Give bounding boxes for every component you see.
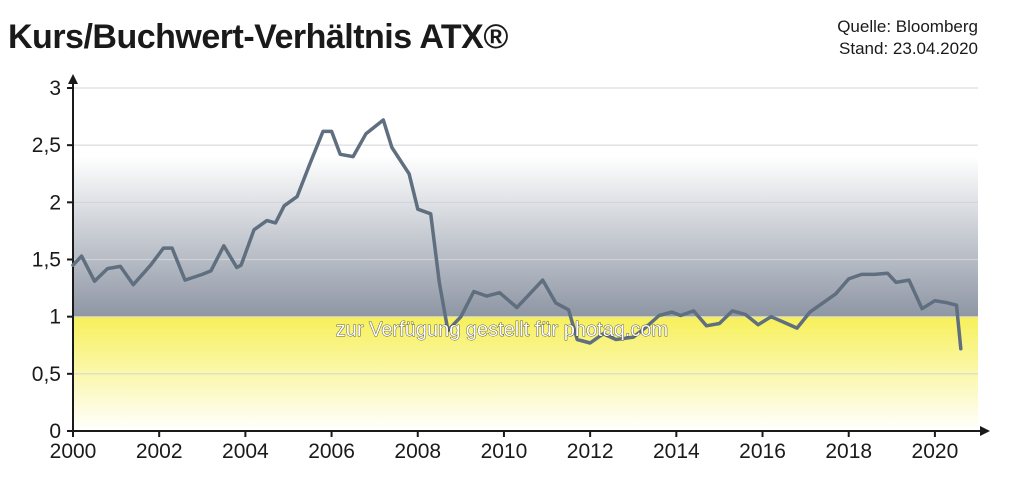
- x-axis-arrow: [980, 426, 990, 436]
- watermark-text: zur Verfügung gestellt für photaq.com: [336, 319, 668, 341]
- x-tick-label: 2014: [653, 440, 700, 463]
- x-tick-label: 2006: [308, 440, 355, 463]
- x-tick-label: 2000: [50, 440, 97, 463]
- x-tick-label: 2004: [222, 440, 269, 463]
- source-info: Quelle: Bloomberg Stand: 23.04.2020: [837, 16, 978, 60]
- x-tick-label: 2020: [912, 440, 959, 463]
- y-axis-arrow: [68, 74, 78, 84]
- x-tick-label: 2012: [567, 440, 614, 463]
- x-tick-label: 2016: [739, 440, 786, 463]
- y-tick-label: 3: [49, 77, 61, 100]
- y-tick-label: 2,5: [32, 134, 61, 157]
- series-line: [71, 118, 963, 351]
- y-tick-label: 0,5: [32, 363, 61, 386]
- chart-title: Kurs/Buchwert-Verhältnis ATX®: [8, 18, 508, 56]
- y-tick-label: 2: [49, 191, 61, 214]
- y-tick-label: 1: [49, 306, 61, 329]
- y-tick-label: 1,5: [32, 249, 61, 272]
- x-tick-label: 2018: [825, 440, 872, 463]
- date-label: Stand: 23.04.2020: [839, 39, 978, 58]
- x-tick-label: 2002: [136, 440, 183, 463]
- x-tick-label: 2010: [481, 440, 528, 463]
- source-label: Quelle: Bloomberg: [837, 17, 978, 36]
- x-tick-label: 2008: [394, 440, 441, 463]
- y-tick-label: 0: [49, 420, 61, 443]
